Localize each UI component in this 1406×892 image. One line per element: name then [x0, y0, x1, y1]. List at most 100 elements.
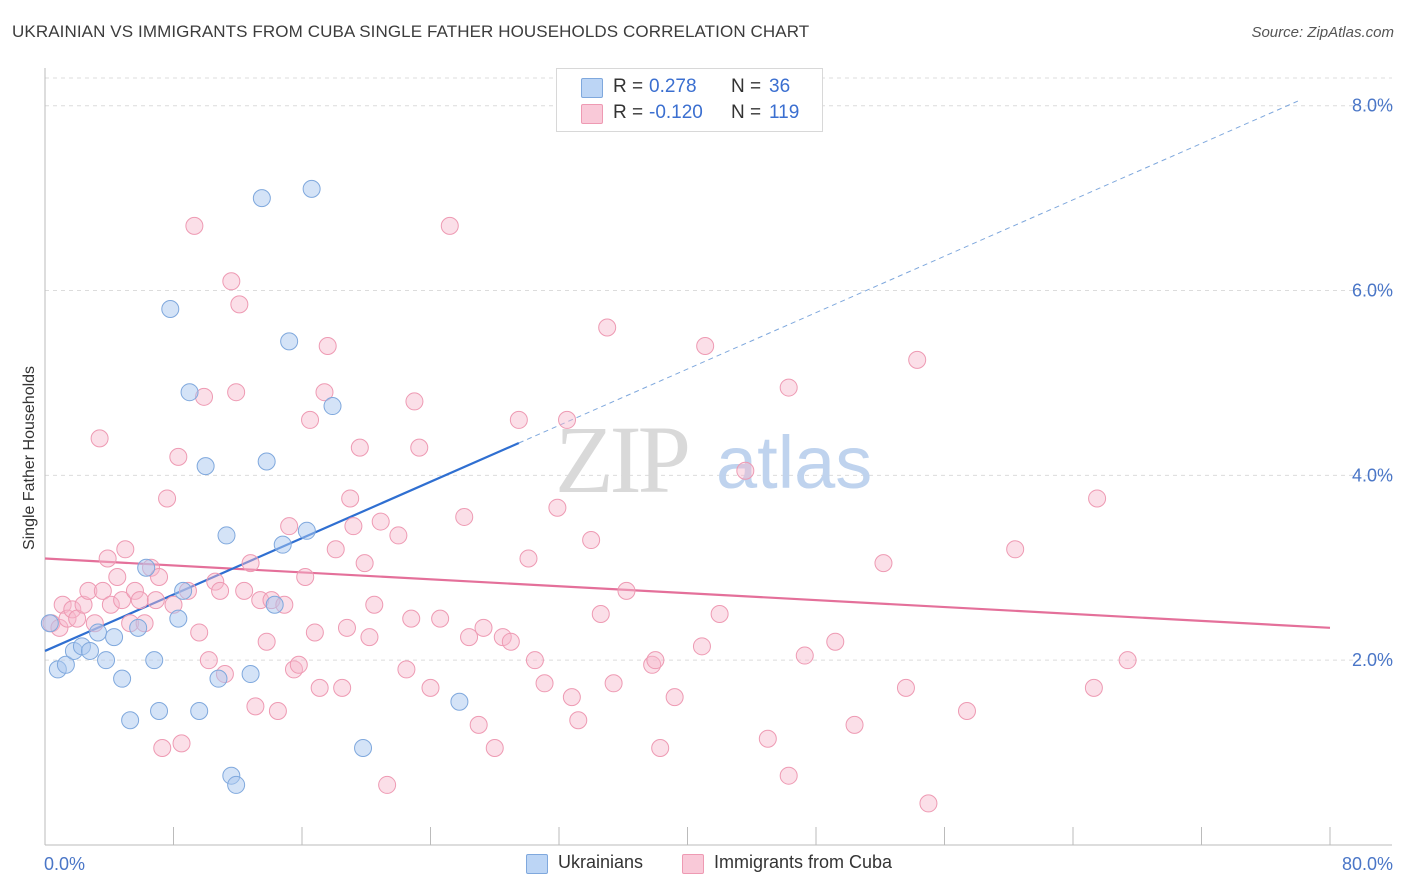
cuba-point	[1006, 540, 1025, 559]
cuba-point	[397, 660, 416, 679]
legend-r-label: R =	[613, 102, 644, 123]
cuba-point	[90, 429, 109, 448]
x-tick-label: 80.0%	[1342, 854, 1393, 874]
cuba-point	[410, 438, 429, 457]
cuba-point	[63, 600, 82, 619]
axes	[44, 68, 1392, 846]
cuba-point	[199, 651, 218, 670]
cuba-point	[651, 738, 670, 757]
cuba-point	[289, 655, 308, 674]
chart-title: UKRAINIAN VS IMMIGRANTS FROM CUBA SINGLE…	[12, 22, 810, 41]
cuba-point	[548, 498, 567, 517]
cuba-point	[758, 729, 777, 748]
cuba-point	[485, 738, 504, 757]
cuba-point	[227, 383, 246, 402]
cuba-point	[710, 604, 729, 623]
cuba-point	[190, 623, 209, 642]
cuba-point	[230, 295, 249, 314]
watermark-atlas: atlas	[716, 421, 872, 504]
ukrainian-point	[161, 300, 180, 319]
cuba-point	[692, 637, 711, 656]
cuba-point	[235, 581, 254, 600]
cuba-point	[333, 678, 352, 697]
cuba-point	[919, 794, 938, 813]
cuba-point	[365, 595, 384, 614]
cuba-point	[957, 702, 976, 721]
cuba-point	[130, 591, 149, 610]
source-label: Source: ZipAtlas.com	[1251, 24, 1394, 41]
cuba-point	[79, 581, 98, 600]
y-tick-label: 8.0%	[1352, 96, 1393, 116]
legend-row-cuba: R = -0.120 N = 119	[557, 102, 822, 126]
ukrainian-point	[89, 623, 108, 642]
cuba-point	[257, 632, 276, 651]
cuba-point	[562, 688, 581, 707]
ukrainian-point	[190, 702, 209, 721]
y-tick-label: 6.0%	[1352, 281, 1393, 301]
cuba-point	[326, 540, 345, 559]
cuba-point	[355, 554, 374, 573]
legend-swatch-blue	[581, 78, 603, 98]
cuba-point	[431, 609, 450, 628]
ukrainian-point	[241, 665, 260, 684]
cuba-point	[460, 628, 479, 647]
cuba-point	[908, 350, 927, 369]
cuba-point	[268, 702, 287, 721]
cuba-point	[101, 595, 120, 614]
cuba-point	[1088, 489, 1107, 508]
cuba-point	[58, 609, 77, 628]
ukrainian-point	[302, 179, 321, 198]
cuba-point	[158, 489, 177, 508]
cuba-point	[153, 738, 172, 757]
legend-label-cuba: Immigrants from Cuba	[714, 852, 893, 872]
cuba-point	[315, 383, 334, 402]
legend-row-ukrainians: R = 0.278 N = 36	[557, 76, 822, 100]
cuba-point	[350, 438, 369, 457]
cuba-point	[519, 549, 538, 568]
ukrainian-point	[113, 669, 132, 688]
ukrainian-point	[323, 397, 342, 416]
cuba-point	[604, 674, 623, 693]
cuba-point	[779, 766, 798, 785]
trend-lines	[44, 100, 1331, 652]
ukrainian-point	[105, 628, 124, 647]
cuba-point	[360, 628, 379, 647]
cuba-point	[1084, 678, 1103, 697]
ukrainian-point	[97, 651, 116, 670]
ukrainian-point	[169, 609, 188, 628]
cuba-point	[337, 618, 356, 637]
cuba-point	[558, 410, 577, 429]
cuba-point	[617, 581, 636, 600]
legend-label-ukrainians: Ukrainians	[558, 852, 644, 872]
cuba-point	[116, 540, 135, 559]
cuba-point	[389, 526, 408, 545]
cuba-point	[93, 581, 112, 600]
y-axis-label: Single Father Households	[21, 366, 38, 550]
tick-labels: 2.0% 4.0% 6.0% 8.0% 0.0% 80.0%	[44, 96, 1393, 874]
cuba-point	[74, 595, 93, 614]
cuba-point	[146, 591, 165, 610]
ukrainian-point	[450, 692, 469, 711]
cuba-point	[378, 775, 397, 794]
cuba-point	[296, 568, 315, 587]
legend-r-label: R =	[613, 76, 644, 97]
legend-n-value: 119	[769, 102, 800, 123]
cuba-point	[344, 517, 363, 536]
cuba-point	[185, 216, 204, 235]
ukrainian-point	[265, 595, 284, 614]
y-tick-label: 4.0%	[1352, 465, 1393, 485]
ukrainian-point	[196, 457, 215, 476]
cuba-point	[474, 618, 493, 637]
cuba-point	[241, 554, 260, 573]
cuba-point	[405, 392, 424, 411]
ukrainian-point	[137, 558, 156, 577]
cuba-trend-line	[44, 557, 1331, 629]
cuba-point	[53, 595, 72, 614]
legend-n-label: N =	[731, 76, 762, 97]
cuba-point	[280, 517, 299, 536]
cuba-point	[569, 711, 588, 730]
cuba-point	[310, 678, 329, 697]
legend-n-label: N =	[731, 102, 762, 123]
cuba-point	[440, 216, 459, 235]
